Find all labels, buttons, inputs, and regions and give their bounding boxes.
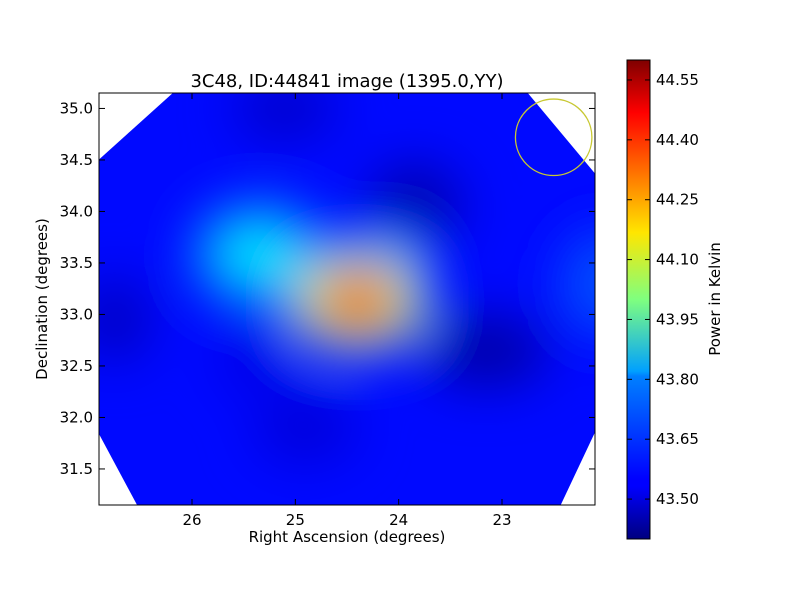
beam-marker [514, 98, 593, 177]
colorbar-tick-label: 43.80 [656, 370, 699, 388]
colorbar-tick-label: 44.40 [656, 131, 699, 149]
depression-4 [253, 391, 358, 464]
y-axis-label: Declination (degrees) [33, 218, 51, 380]
x-tick-label: 26 [182, 511, 201, 529]
y-tick-label: 32.0 [60, 408, 93, 426]
colorbar-gradient [626, 59, 651, 540]
plot-frame [98, 92, 596, 506]
y-axis: 31.5 32.0 32.5 33.0 33.5 34.0 34.5 35.0 [60, 99, 595, 478]
depression-1 [424, 314, 549, 387]
colorbar-ticks: 43.50 43.65 43.80 43.95 44.10 44.25 44.40 44.55 [627, 71, 699, 508]
colorbar-tick-label: 43.50 [656, 490, 699, 508]
colorbar-tick-label: 43.65 [656, 430, 699, 448]
colorbar-label: Power in Kelvin [706, 242, 724, 356]
chart-title: 3C48, ID:44841 image (1395.0,YY) [190, 71, 503, 92]
heatmap [99, 93, 614, 505]
x-tick-label: 24 [389, 511, 408, 529]
source-0-level-5 [588, 264, 595, 303]
colorbar: 43.50 43.65 43.80 43.95 44.10 44.25 44.40 44.55… [626, 59, 724, 540]
source-3-level-6 [248, 246, 270, 263]
x-tick-label: 25 [286, 511, 305, 529]
x-axis-label: Right Ascension (degrees) [249, 528, 446, 546]
depression-3 [233, 93, 337, 140]
depression-2 [99, 278, 151, 361]
depression-5 [217, 329, 291, 392]
y-tick-label: 34.5 [60, 151, 93, 169]
colorbar-tick-label: 43.95 [656, 310, 699, 328]
x-tick-label: 23 [492, 511, 511, 529]
source-4-level-6 [346, 294, 368, 310]
source-0-level-6 [597, 274, 614, 293]
y-tick-label: 34.0 [60, 202, 93, 220]
y-tick-label: 31.5 [60, 460, 93, 478]
colorbar-tick-label: 44.55 [656, 71, 699, 89]
y-tick-label: 33.5 [60, 254, 93, 272]
colorbar-tick-label: 44.25 [656, 191, 699, 209]
colorbar-tick-label: 44.10 [656, 251, 699, 269]
y-tick-label: 35.0 [60, 99, 93, 117]
y-tick-label: 32.5 [60, 357, 93, 375]
source-0-level-4 [580, 255, 595, 312]
x-axis: 26 25 24 23 [182, 93, 512, 529]
plot-area: 26 25 24 23 31.5 32.0 32.5 33.0 33.5 34.0 34.5 35.… [60, 92, 614, 529]
y-tick-label: 33.0 [60, 305, 93, 323]
